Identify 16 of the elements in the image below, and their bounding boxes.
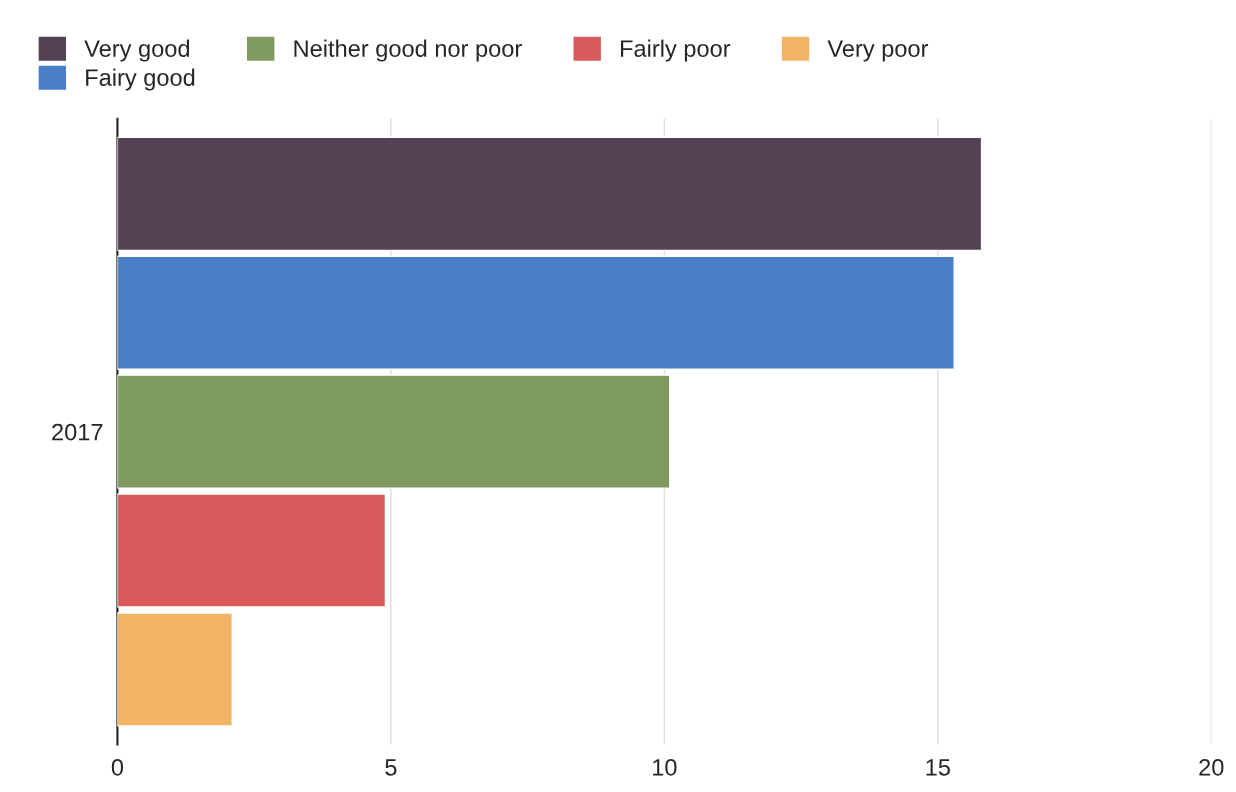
- bar: [117, 493, 387, 608]
- x-tick-label: 5: [385, 759, 397, 776]
- bar: [117, 612, 233, 727]
- legend-label: Neither good nor poor: [294, 39, 522, 62]
- legend-label: Very poor: [827, 40, 929, 62]
- legend-label: Very good: [84, 39, 190, 62]
- x-tick-label: 20: [1199, 758, 1224, 776]
- x-tick-label: 0: [111, 758, 124, 776]
- x-tick-label: 15: [926, 759, 950, 776]
- bar: [117, 136, 983, 252]
- bar: [117, 255, 955, 370]
- bar: [117, 374, 671, 489]
- legend-label: Fairly poor: [620, 39, 731, 62]
- x-tick-label: 10: [653, 758, 677, 776]
- y-tick-label: 2017: [52, 423, 103, 441]
- legend-label: Fairy good: [86, 68, 195, 91]
